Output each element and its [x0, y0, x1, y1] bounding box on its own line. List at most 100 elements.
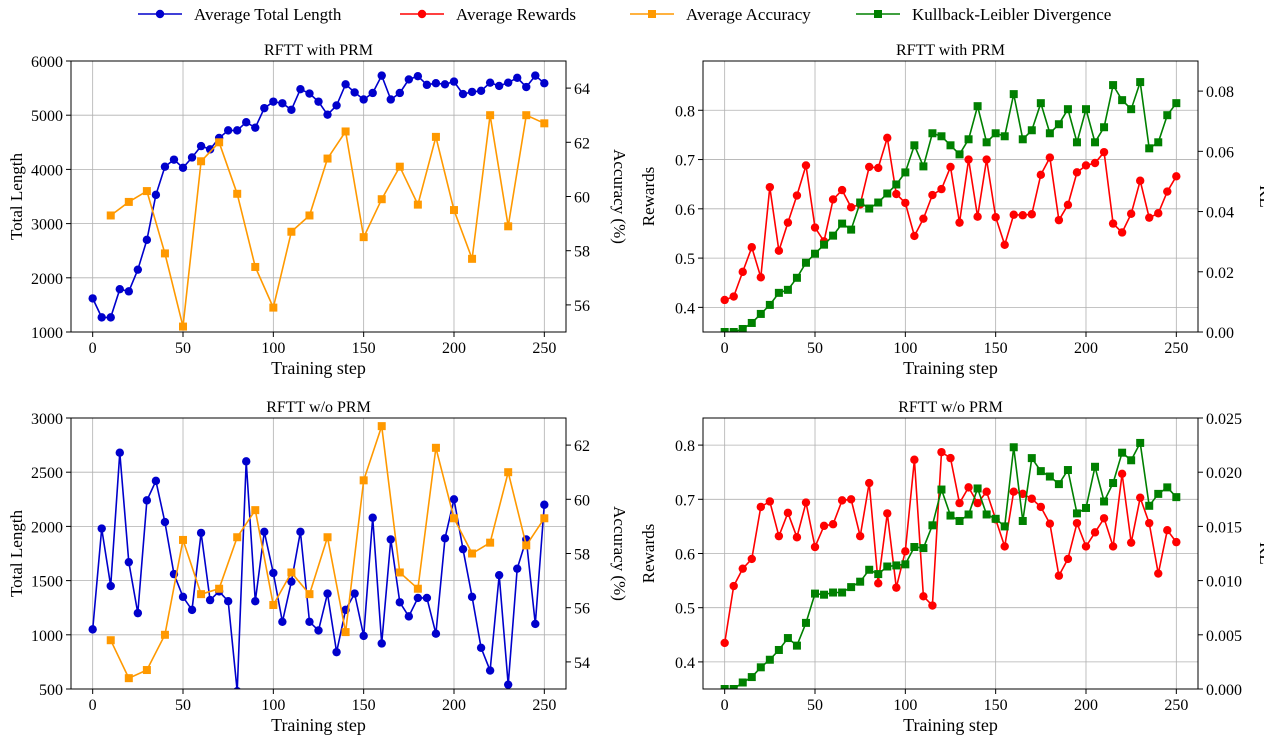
data-point — [359, 631, 368, 641]
data-point — [1018, 211, 1027, 220]
data-point — [1127, 105, 1136, 114]
data-point — [1108, 219, 1118, 228]
data-point — [1009, 487, 1018, 496]
data-point — [106, 636, 115, 645]
y-tick-label: 0.5 — [675, 251, 695, 268]
data-point — [1126, 538, 1136, 547]
data-point — [774, 246, 784, 255]
data-point — [197, 590, 206, 599]
data-point — [1063, 466, 1072, 475]
data-point — [422, 593, 432, 603]
data-point — [341, 127, 350, 136]
data-point — [169, 155, 179, 164]
data-point — [468, 549, 477, 558]
data-point — [837, 496, 847, 505]
data-point — [503, 680, 513, 689]
data-point — [1000, 542, 1009, 551]
y-tick-label: 3000 — [31, 411, 63, 428]
data-point — [242, 457, 251, 466]
data-point — [955, 516, 964, 525]
data-point — [1172, 99, 1181, 108]
y-right-tick-label: 58 — [574, 244, 590, 261]
data-point — [296, 527, 305, 537]
data-point — [431, 79, 441, 88]
data-point — [233, 126, 242, 135]
data-point — [485, 666, 495, 675]
data-point — [901, 198, 910, 208]
data-point — [774, 288, 783, 297]
y-right-tick-label: 0.015 — [1206, 519, 1242, 536]
data-point — [865, 478, 874, 488]
data-point — [1000, 132, 1009, 141]
y-tick-label: 1500 — [31, 574, 63, 591]
y-tick-label: 0.6 — [675, 547, 695, 564]
y-right-axis-label: Accuracy (%) — [610, 506, 629, 601]
y-tick-label: 500 — [39, 682, 63, 699]
data-point — [1081, 105, 1090, 114]
y-right-tick-label: 64 — [574, 81, 590, 98]
data-point — [783, 285, 792, 294]
data-point — [341, 80, 350, 89]
data-point — [838, 219, 847, 228]
data-point — [991, 514, 1000, 523]
data-point — [1126, 209, 1136, 218]
data-point — [1109, 479, 1118, 488]
y-axis-label: Total Length — [7, 152, 26, 240]
data-point — [1135, 176, 1145, 185]
data-point — [865, 162, 874, 172]
series-group — [720, 133, 1181, 305]
data-point — [323, 110, 332, 119]
data-point — [919, 162, 928, 171]
data-point — [811, 589, 820, 598]
data-point — [395, 598, 404, 607]
data-point — [1136, 78, 1145, 87]
data-point — [377, 195, 386, 204]
data-point — [883, 189, 892, 198]
data-point — [729, 292, 738, 301]
data-point — [1081, 161, 1091, 170]
data-point — [1027, 126, 1036, 135]
y-right-tick-label: 62 — [574, 438, 590, 455]
data-point — [350, 589, 359, 598]
data-point — [179, 322, 188, 331]
data-point — [765, 655, 774, 664]
data-point — [946, 141, 955, 150]
data-point — [404, 75, 414, 84]
y-right-tick-label: 54 — [574, 655, 590, 672]
x-tick-label: 50 — [175, 697, 191, 714]
data-point — [160, 630, 169, 639]
data-point — [1145, 501, 1154, 510]
legend-label: Average Rewards — [456, 5, 576, 24]
data-point — [233, 533, 242, 542]
y-right-tick-label: 0.000 — [1206, 682, 1242, 699]
data-point — [504, 468, 513, 477]
data-point — [196, 528, 206, 538]
legend-marker — [648, 10, 656, 18]
data-point — [937, 132, 946, 141]
x-tick-label: 200 — [1074, 697, 1098, 714]
data-point — [892, 180, 901, 189]
data-point — [829, 231, 838, 240]
data-point — [142, 666, 151, 675]
y-tick-label: 0.4 — [675, 655, 695, 672]
data-point — [1091, 462, 1100, 471]
legend-marker — [874, 10, 882, 18]
x-axis-label: Training step — [903, 715, 998, 735]
data-point — [738, 564, 747, 573]
data-point — [1081, 542, 1091, 551]
data-point — [765, 182, 775, 192]
chart-title: RFTT with PRM — [896, 42, 1005, 59]
data-point — [197, 157, 206, 166]
data-point — [205, 145, 215, 154]
data-point — [503, 78, 513, 87]
data-point — [368, 88, 377, 98]
data-point — [178, 163, 188, 172]
data-point — [810, 223, 820, 232]
data-point — [910, 231, 919, 241]
legend-marker — [417, 9, 427, 19]
data-point — [1163, 483, 1172, 492]
data-point — [828, 520, 838, 529]
data-point — [747, 554, 756, 564]
legend-label: Kullback-Leibler Divergence — [912, 5, 1111, 24]
data-point — [820, 240, 829, 249]
